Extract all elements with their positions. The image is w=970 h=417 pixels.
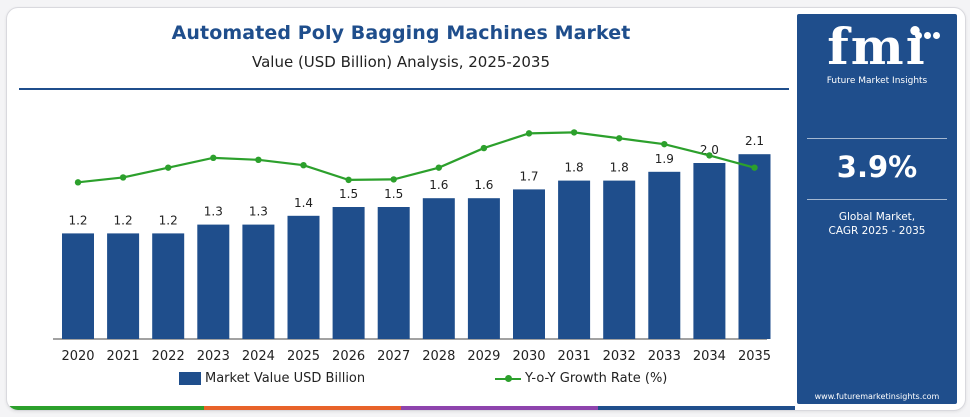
- x-tick-label-2030: 2030: [512, 349, 545, 364]
- bar-2029: [467, 198, 500, 339]
- x-tick-label-2035: 2035: [738, 349, 771, 364]
- bar-2034: [693, 163, 726, 339]
- bar-value-label-2026: 1.5: [339, 187, 358, 201]
- fmi-logo: fmi: [827, 17, 927, 76]
- growth-rate-point-2032: [616, 135, 623, 142]
- stripe-blue: [598, 406, 795, 410]
- growth-rate-point-2022: [165, 164, 172, 171]
- bar-value-label-2023: 1.3: [204, 205, 223, 219]
- chart-title: Automated Poly Bagging Machines Market: [171, 22, 631, 44]
- x-tick-label-2031: 2031: [558, 349, 591, 364]
- bar-2028: [422, 198, 455, 339]
- x-tick-label-2024: 2024: [242, 349, 275, 364]
- growth-rate-point-2026: [345, 176, 352, 184]
- sidebar-panel: fmi Future Market Insights 3.9% Global M…: [797, 14, 957, 404]
- bar-value-label-2033: 1.9: [655, 152, 674, 166]
- cagr-label: Global Market, CAGR 2025 - 2035: [797, 210, 957, 238]
- growth-rate-point-2020: [74, 179, 82, 186]
- growth-rate-line: [77, 131, 755, 184]
- x-tick-label-2021: 2021: [107, 349, 140, 364]
- website-link[interactable]: www.futuremarketinsights.com: [814, 392, 940, 401]
- bar-value-label-2028: 1.6: [429, 178, 448, 192]
- growth-rate-point-2033: [661, 140, 668, 148]
- x-tick-label-2020: 2020: [61, 349, 94, 364]
- bar-value-label-2021: 1.2: [114, 213, 133, 227]
- bar-2035: [738, 154, 771, 339]
- legend-label-market-value: Market Value USD Billion: [205, 371, 366, 386]
- legend-item-growth-rate: Y-o-Y Growth Rate (%): [495, 371, 667, 386]
- bar-value-label-2022: 1.2: [159, 213, 178, 227]
- bar-value-label-2024: 1.3: [249, 205, 268, 219]
- bar-2024: [242, 224, 275, 339]
- x-tick-label-2028: 2028: [422, 349, 455, 364]
- bar-value-label-2031: 1.8: [565, 161, 584, 175]
- bar-2023: [197, 224, 230, 339]
- bar-2025: [287, 215, 320, 339]
- chart-subtitle: Value (USD Billion) Analysis, 2025-2035: [252, 53, 550, 71]
- cagr-label-line1: Global Market,: [838, 211, 916, 223]
- title-divider: [19, 88, 789, 90]
- stripe-green: [7, 406, 204, 410]
- legend-bar-swatch: [179, 372, 201, 385]
- cagr-label-line2: CAGR 2025 - 2035: [828, 225, 926, 237]
- growth-rate-point-2029: [480, 144, 488, 152]
- bar-2020: [62, 233, 94, 339]
- bar-2030: [513, 189, 545, 339]
- x-tick-label-2027: 2027: [377, 349, 410, 364]
- color-stripe: [7, 406, 795, 410]
- bar-line-chart: 1.2 2020 1.2 2021 1.2 2022 1.3 2023 1.3 2024 1.4 20…: [53, 129, 771, 364]
- legend-item-market-value: Market Value USD Billion: [179, 371, 365, 386]
- stripe-purple: [401, 406, 598, 410]
- growth-rate-point-2024: [255, 156, 262, 164]
- bar-value-label-2032: 1.8: [610, 161, 629, 175]
- logo-subtext: Future Market Insights: [826, 76, 928, 86]
- bar-2022: [152, 233, 185, 339]
- growth-rate-point-2034: [706, 152, 713, 159]
- bar-2027: [377, 207, 410, 339]
- logo-dots: [915, 26, 945, 39]
- chart-card: Automated Poly Bagging Machines Market V…: [6, 7, 966, 411]
- bar-2032: [603, 180, 636, 339]
- x-tick-label-2026: 2026: [332, 349, 365, 364]
- growth-rate-point-2030: [525, 130, 533, 137]
- legend: Market Value USD Billion Y-o-Y Growth Ra…: [7, 371, 795, 391]
- x-tick-label-2025: 2025: [287, 349, 320, 364]
- x-tick-label-2034: 2034: [693, 349, 726, 364]
- x-tick-label-2032: 2032: [603, 349, 636, 364]
- bar-2033: [648, 171, 681, 339]
- legend-label-growth-rate: Y-o-Y Growth Rate (%): [525, 371, 668, 386]
- growth-rate-point-2035: [751, 164, 758, 171]
- cagr-value: 3.9%: [836, 150, 918, 184]
- growth-rate-point-2021: [119, 174, 127, 181]
- bar-value-label-2027: 1.5: [384, 187, 403, 201]
- bar-value-label-2020: 1.2: [68, 213, 87, 227]
- x-tick-label-2023: 2023: [197, 349, 230, 364]
- growth-rate-point-2027: [390, 176, 397, 183]
- x-tick-label-2022: 2022: [152, 349, 185, 364]
- growth-rate-point-2031: [570, 129, 578, 136]
- stripe-orange: [204, 406, 401, 410]
- chart-panel: Automated Poly Bagging Machines Market V…: [7, 8, 795, 410]
- x-tick-label-2029: 2029: [467, 349, 500, 364]
- growth-rate-point-2025: [300, 161, 307, 169]
- bar-2031: [558, 180, 591, 339]
- bar-value-label-2030: 1.7: [519, 169, 538, 183]
- bar-2026: [332, 207, 365, 339]
- growth-rate-point-2028: [435, 164, 442, 171]
- bar-value-label-2035: 2.1: [745, 134, 764, 148]
- growth-rate-point-2023: [210, 154, 217, 162]
- bar-value-label-2029: 1.6: [474, 178, 493, 192]
- bar-value-label-2025: 1.4: [294, 196, 313, 210]
- bar-2021: [107, 233, 140, 339]
- sidebar-divider-middle: [807, 199, 947, 200]
- x-tick-label-2033: 2033: [648, 349, 681, 364]
- sidebar-divider-top: [807, 138, 947, 139]
- legend-line-swatch: [495, 372, 521, 385]
